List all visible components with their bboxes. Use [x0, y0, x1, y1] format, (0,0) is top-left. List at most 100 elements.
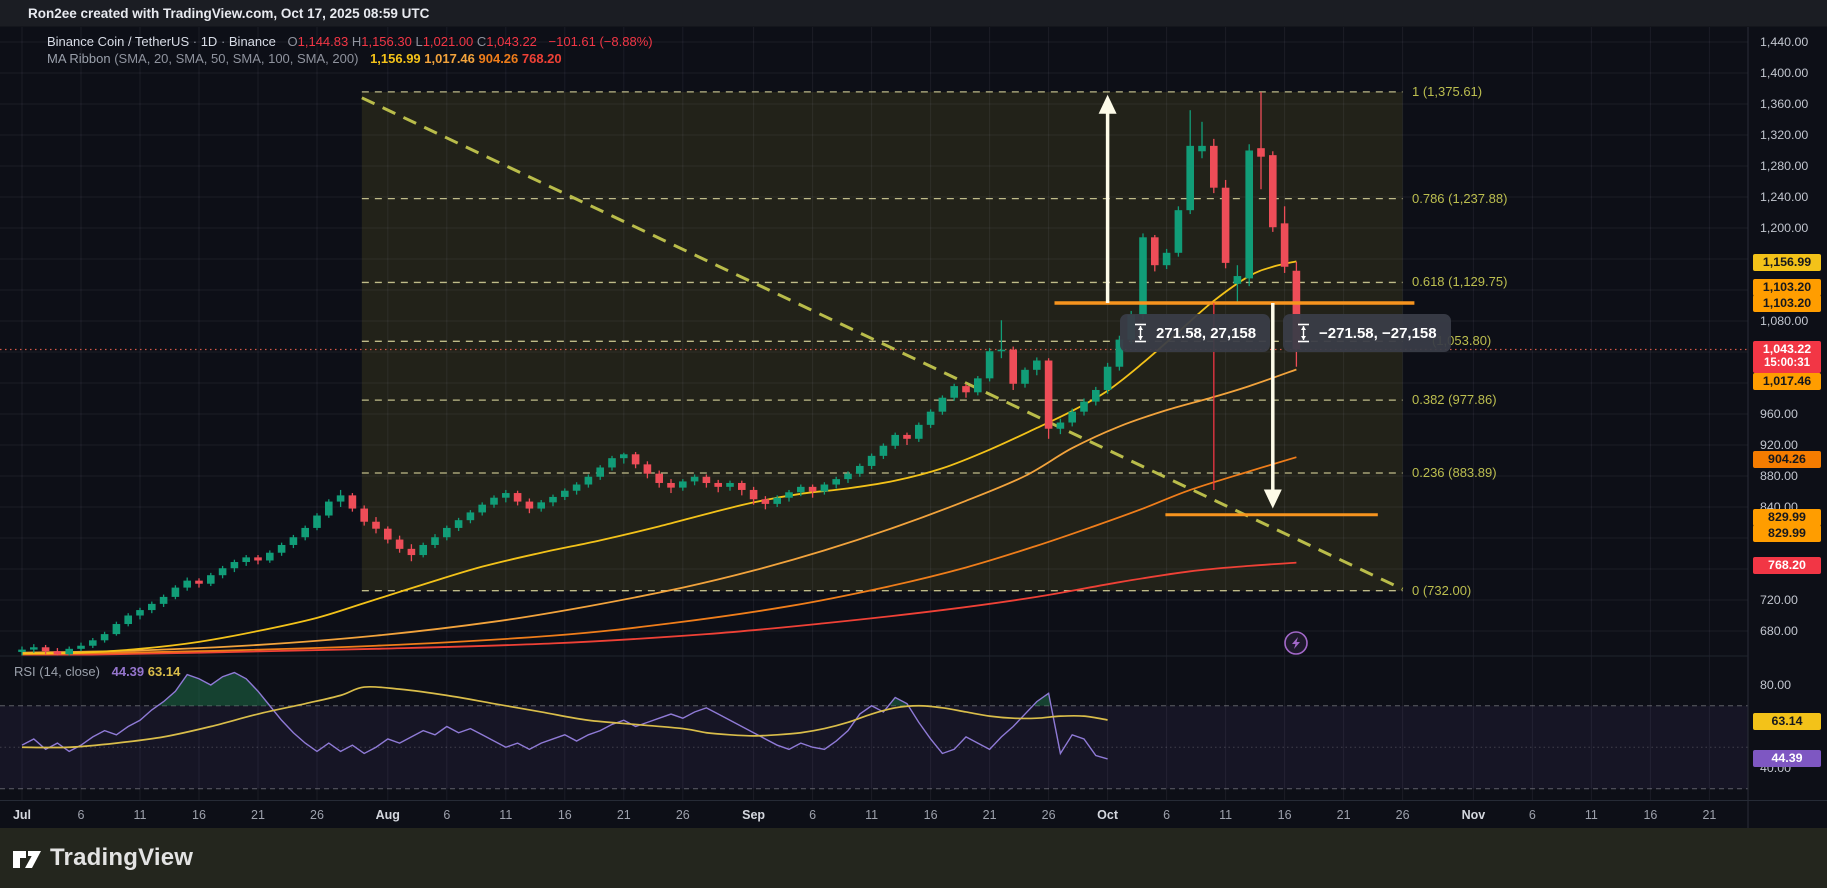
candle	[761, 499, 770, 504]
candle	[1103, 366, 1112, 390]
candle	[124, 615, 132, 625]
time-axis[interactable]: Jul 6 11 16 21 26 Aug 6 11 16 21 26 Sep 6 11 16 21 26 Oct 6…	[0, 800, 1827, 828]
time-tick: 26	[1041, 808, 1056, 822]
rsi-legend[interactable]: RSI (14, close) 44.39 63.14	[14, 664, 180, 679]
candle	[785, 492, 793, 498]
candle	[230, 562, 239, 569]
time-tick: 21	[982, 808, 997, 822]
candle	[171, 587, 180, 597]
time-tick: 16	[1277, 808, 1292, 822]
candle	[915, 424, 923, 439]
exchange-label: Binance	[228, 34, 276, 49]
time-tick: 11	[499, 808, 513, 822]
price-axis-label: 1,200.00	[1760, 221, 1809, 235]
measure-box-down[interactable]: −271.58, −27,158	[1283, 314, 1451, 352]
price-axis-label: 1,360.00	[1760, 97, 1809, 111]
candle	[490, 497, 498, 505]
footer-bar: TradingView	[0, 828, 1827, 888]
time-tick: 16	[192, 808, 206, 822]
price-axis-label: 920.00	[1760, 438, 1798, 452]
time-tick: 6	[1163, 808, 1171, 822]
candle	[77, 645, 85, 649]
trendline[interactable]	[361, 96, 1404, 591]
candle	[643, 464, 652, 474]
ma-ribbon-name: MA Ribbon	[47, 51, 111, 66]
ma-ribbon-params: (SMA, 20, SMA, 50, SMA, 100, SMA, 200)	[114, 51, 359, 66]
change-value: −101.61 (−8.88%)	[548, 34, 653, 49]
ohlc-key: H	[351, 34, 362, 49]
price-badge-value: 1,103.20	[1762, 295, 1812, 310]
candle	[903, 434, 911, 439]
fib-level-label: 0.236 (883.89)	[1412, 464, 1497, 480]
ohlc-value: 1,021.00	[422, 34, 477, 49]
time-tick: 26	[1395, 808, 1410, 822]
candle	[466, 512, 475, 521]
measure-box-up[interactable]: 271.58, 27,158	[1120, 314, 1271, 352]
rsi-legend-value: 63.14	[147, 664, 181, 679]
lightning-icon[interactable]	[1284, 631, 1308, 655]
fib-level-label: 0.786 (1,237.88)	[1412, 190, 1508, 206]
candle	[1186, 145, 1194, 211]
attribution-text: Ron2ee created with TradingView.com, Oct…	[28, 6, 430, 21]
legend-separator2: ·	[217, 34, 229, 49]
time-tick: 6	[1528, 808, 1536, 822]
candle	[513, 493, 522, 502]
candle	[242, 557, 250, 563]
candle	[384, 528, 392, 540]
candle	[1151, 237, 1159, 266]
fib-level-label: 0 (732.00)	[1412, 582, 1472, 598]
candle	[808, 486, 817, 492]
up-arrow[interactable]	[1098, 94, 1117, 304]
candle	[218, 568, 227, 576]
footer-brand[interactable]: TradingView	[50, 844, 194, 871]
candle	[65, 648, 73, 655]
price-badge: 63.14	[1753, 712, 1821, 730]
tradingview-logo-icon[interactable]	[12, 844, 42, 874]
price-badge: 1,017.46	[1753, 372, 1821, 390]
price-axis-label: 720.00	[1760, 593, 1798, 607]
rsi-axis-label: 80.00	[1760, 678, 1792, 692]
time-tick: 21	[1702, 808, 1717, 822]
price-badge-value: 1,017.46	[1762, 373, 1812, 388]
candle	[1068, 411, 1076, 423]
ma-line-sma50	[21, 368, 1297, 654]
price-axis-label: 680.00	[1760, 624, 1798, 638]
grid	[0, 27, 1748, 800]
price-badge-value: 829.99	[1768, 525, 1806, 540]
bar-countdown: 15:00:31	[1763, 357, 1811, 369]
candle	[254, 557, 262, 561]
time-tick: 6	[77, 808, 85, 822]
candle	[431, 537, 439, 545]
ma-line-sma200	[21, 561, 1297, 656]
price-badge: 768.20	[1753, 556, 1821, 574]
ohlc-value: 1,144.83	[297, 34, 352, 49]
candle	[41, 647, 50, 652]
ma-ribbon-legend[interactable]: MA Ribbon (SMA, 20, SMA, 50, SMA, 100, S…	[47, 51, 562, 66]
time-tick: 11	[1584, 808, 1598, 822]
candle	[395, 539, 404, 549]
symbol-legend[interactable]: Binance Coin / TetherUS · 1D · Binance O…	[47, 34, 653, 49]
candle	[277, 544, 286, 553]
measure-icon	[1298, 323, 1309, 343]
rsi-legend-value: 44.39	[111, 664, 148, 679]
measure-down-text: −271.58, −27,158	[1319, 324, 1437, 342]
rsi-name: RSI (14, close)	[14, 664, 100, 679]
legend-separator: ·	[192, 34, 201, 49]
fib-level-label: 0.618 (1,129.75)	[1412, 274, 1508, 290]
fib-retracement[interactable]	[361, 91, 1403, 592]
price-badge-value: 44.39	[1771, 750, 1803, 765]
candle	[336, 495, 345, 502]
candle	[679, 481, 687, 488]
candle	[749, 489, 758, 500]
fib-level-label: 1 (1,375.61)	[1412, 83, 1483, 99]
candle	[159, 596, 168, 604]
candle	[301, 527, 309, 538]
down-arrow[interactable]	[1263, 303, 1282, 509]
rsi-ma-line	[21, 685, 1108, 749]
candle	[608, 458, 616, 468]
ohlc-value: 1,156.30	[361, 34, 416, 49]
time-tick: Oct	[1097, 808, 1119, 822]
candle	[407, 548, 416, 556]
ma-ribbon-value: 1,017.46	[424, 51, 479, 66]
